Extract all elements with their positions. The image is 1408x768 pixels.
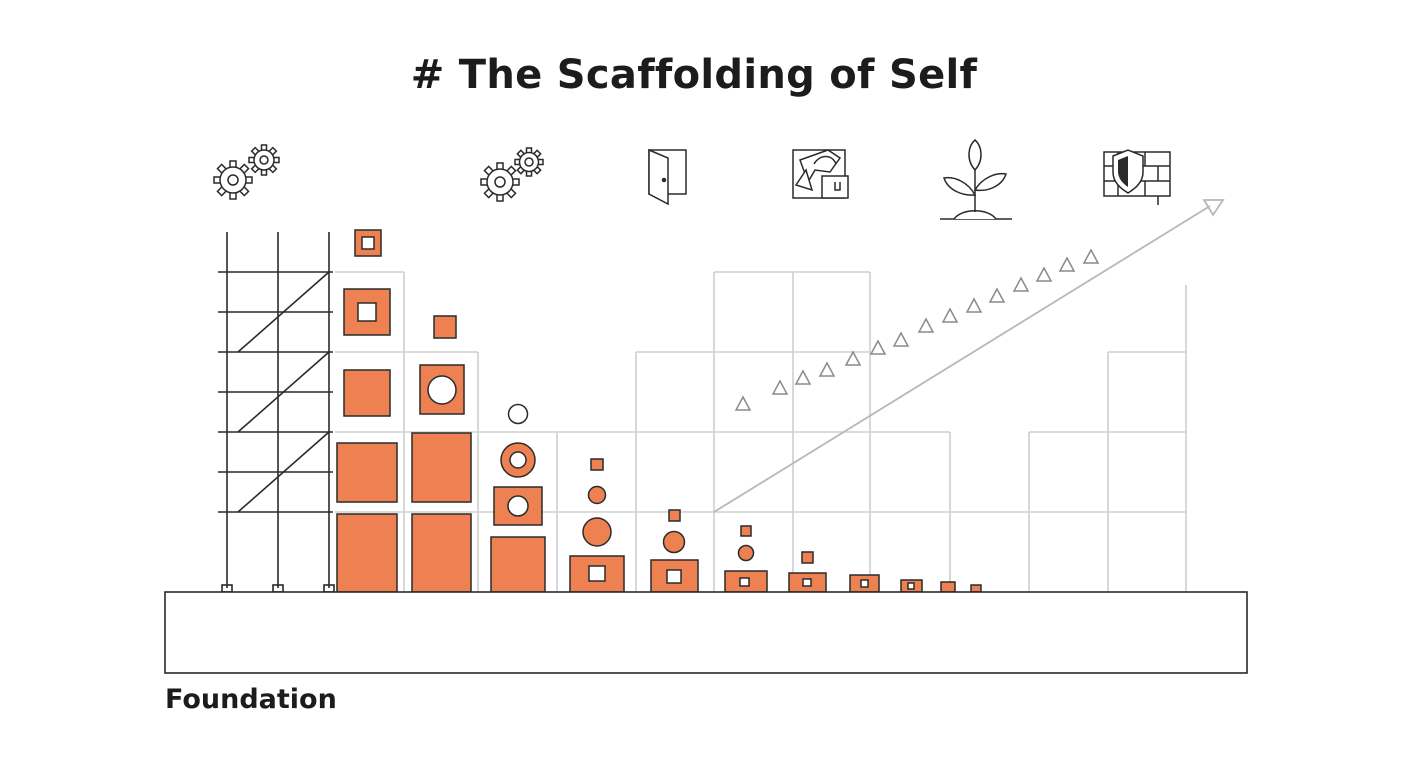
diagram-title: # The Scaffolding of Self [410, 52, 978, 98]
door-icon [648, 148, 687, 206]
growth-arrow [713, 199, 1225, 513]
shield-wall-icon [1103, 149, 1171, 205]
gears-icon [480, 147, 544, 202]
gears-icon [213, 144, 280, 200]
foundation-slab [164, 591, 1248, 674]
foundation-label: Foundation [165, 684, 337, 715]
triangle-markers [734, 248, 1100, 411]
sprout-icon [940, 139, 1012, 220]
building-blocks [336, 229, 982, 593]
background-grid [335, 271, 1187, 592]
scaffolding [218, 232, 335, 593]
moving-box-icon [792, 149, 849, 199]
